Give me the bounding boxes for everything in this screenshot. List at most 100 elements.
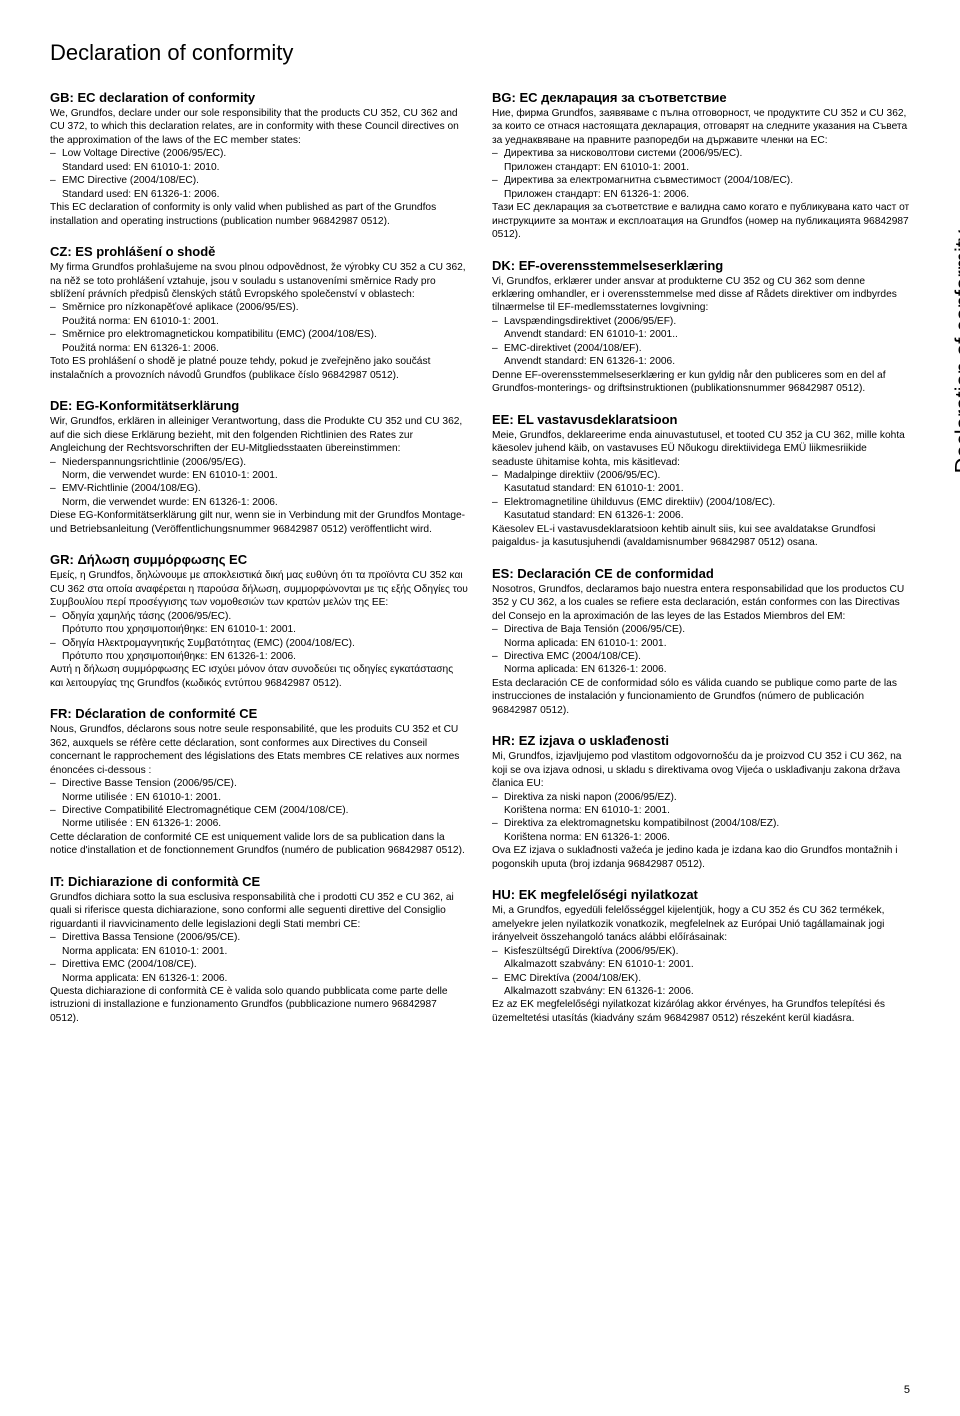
declaration-section: FR: Déclaration de conformité CENous, Gr… <box>50 706 468 858</box>
page-title: Declaration of conformity <box>50 40 910 66</box>
directive-standard: Norma aplicada: EN 61010-1: 2001. <box>492 637 910 650</box>
directive-standard: Alkalmazott szabvány: EN 61326-1: 2006. <box>492 985 910 998</box>
directive-item: Directiva de Baja Tensión (2006/95/CE). <box>492 623 910 636</box>
section-title: IT: Dichiarazione di conformità CE <box>50 874 468 889</box>
section-title: DE: EG-Konformitätserklärung <box>50 398 468 413</box>
section-outro: Cette déclaration de conformité CE est u… <box>50 831 468 858</box>
directive-list: Direttiva Bassa Tensione (2006/95/CE).No… <box>50 931 468 985</box>
section-intro: Wir, Grundfos, erklären in alleiniger Ve… <box>50 415 468 455</box>
section-body: Meie, Grundfos, deklareerime enda ainuva… <box>492 429 910 550</box>
section-intro: Εμείς, η Grundfos, δηλώνουμε με αποκλεισ… <box>50 569 468 609</box>
section-body: Wir, Grundfos, erklären in alleiniger Ve… <box>50 415 468 536</box>
declaration-section: GR: Δήλωση συμμόρφωσης EC Εμείς, η Grundf… <box>50 552 468 690</box>
section-outro: Тази ЕС декларация за съответствие е вал… <box>492 201 910 241</box>
section-title: DK: EF-overensstemmelseserklæring <box>492 258 910 273</box>
declaration-section: IT: Dichiarazione di conformità CE Grundf… <box>50 874 468 1026</box>
section-body: Grundfos dichiara sotto la sua esclusiva… <box>50 891 468 1026</box>
section-intro: My firma Grundfos prohlašujeme na svou p… <box>50 261 468 301</box>
directive-item: EMC Directive (2004/108/EC). <box>50 174 468 187</box>
section-title: ES: Declaración CE de conformidad <box>492 566 910 581</box>
section-intro: Grundfos dichiara sotto la sua esclusiva… <box>50 891 468 931</box>
declaration-section: BG: EC декларация за съответствие Ние, фи… <box>492 90 910 242</box>
section-intro: Nous, Grundfos, déclarons sous notre seu… <box>50 723 468 777</box>
directive-standard: Приложен стандарт: EN 61010-1: 2001. <box>492 161 910 174</box>
section-body: Mi, a Grundfos, egyedüli felelősséggel k… <box>492 904 910 1025</box>
directive-standard: Použitá norma: EN 61010-1: 2001. <box>50 315 468 328</box>
section-body: Nous, Grundfos, déclarons sous notre seu… <box>50 723 468 858</box>
left-column: GB: EC declaration of conformity We, Grun… <box>50 90 468 1041</box>
section-outro: Esta declaración CE de conformidad sólo … <box>492 677 910 717</box>
section-intro: Vi, Grundfos, erklærer under ansvar at p… <box>492 275 910 315</box>
directive-standard: Norm, die verwendet wurde: EN 61010-1: 2… <box>50 469 468 482</box>
directive-item: Директива за електромагнитна съвместимос… <box>492 174 910 187</box>
declaration-section: DK: EF-overensstemmelseserklæring Vi, Gru… <box>492 258 910 396</box>
directive-item: Niederspannungsrichtlinie (2006/95/EG). <box>50 456 468 469</box>
directive-item: Madalpinge direktiiv (2006/95/EC). <box>492 469 910 482</box>
directive-item: Οδηγία Ηλεκτρομαγνητικής Συμβατότητας (E… <box>50 637 468 650</box>
directive-standard: Norme utilisée : EN 61326-1: 2006. <box>50 817 468 830</box>
directive-standard: Alkalmazott szabvány: EN 61010-1: 2001. <box>492 958 910 971</box>
right-column: BG: EC декларация за съответствие Ние, фи… <box>492 90 910 1041</box>
section-title: GB: EC declaration of conformity <box>50 90 468 105</box>
directive-item: EMV-Richtlinie (2004/108/EG). <box>50 482 468 495</box>
directive-standard: Norm, die verwendet wurde: EN 61326-1: 2… <box>50 496 468 509</box>
section-intro: Nosotros, Grundfos, declaramos bajo nues… <box>492 583 910 623</box>
section-body: Ние, фирма Grundfos, заявяваме с пълна о… <box>492 107 910 242</box>
directive-list: Kisfeszültségű Direktíva (2006/95/EK).Al… <box>492 945 910 999</box>
directive-standard: Πρότυπο που χρησιμοποιήθηκε: EN 61326-1:… <box>50 650 468 663</box>
directive-standard: Standard used: EN 61326-1: 2006. <box>50 188 468 201</box>
directive-item: Lavspændingsdirektivet (2006/95/EF). <box>492 315 910 328</box>
section-intro: We, Grundfos, declare under our sole res… <box>50 107 468 147</box>
directive-standard: Norma aplicada: EN 61326-1: 2006. <box>492 663 910 676</box>
directive-list: Directiva de Baja Tensión (2006/95/CE).N… <box>492 623 910 677</box>
directive-standard: Norma applicata: EN 61010-1: 2001. <box>50 945 468 958</box>
section-title: CZ: ES prohlášení o shodě <box>50 244 468 259</box>
directive-item: Директива за нисковолтови системи (2006/… <box>492 147 910 160</box>
directive-standard: Norma applicata: EN 61326-1: 2006. <box>50 972 468 985</box>
section-title: BG: EC декларация за съответствие <box>492 90 910 105</box>
section-title: HU: EK megfelelőségi nyilatkozat <box>492 887 910 902</box>
directive-standard: Standard used: EN 61010-1: 2010. <box>50 161 468 174</box>
directive-item: Directiva EMC (2004/108/CE). <box>492 650 910 663</box>
declaration-section: HU: EK megfelelőségi nyilatkozat Mi, a Gr… <box>492 887 910 1025</box>
section-outro: Ez az EK megfelelőségi nyilatkozat kizár… <box>492 998 910 1025</box>
section-outro: Diese EG-Konformitätserklärung gilt nur,… <box>50 509 468 536</box>
section-intro: Mi, Grundfos, izjavljujemo pod vlastitom… <box>492 750 910 790</box>
directive-list: Madalpinge direktiiv (2006/95/EC).Kasuta… <box>492 469 910 523</box>
declaration-section: HR: EZ izjava o usklađenosti Mi, Grundfos… <box>492 733 910 871</box>
directive-standard: Πρότυπο που χρησιμοποιήθηκε: EN 61010-1:… <box>50 623 468 636</box>
directive-item: Směrnice pro elektromagnetickou kompatib… <box>50 328 468 341</box>
directive-item: Elektromagnetiline ühilduvus (EMC direkt… <box>492 496 910 509</box>
directive-item: Low Voltage Directive (2006/95/EC). <box>50 147 468 160</box>
declaration-section: GB: EC declaration of conformity We, Grun… <box>50 90 468 228</box>
directive-list: Οδηγία χαμηλής τάσης (2006/95/EC).Πρότυπ… <box>50 610 468 664</box>
section-body: Nosotros, Grundfos, declaramos bajo nues… <box>492 583 910 718</box>
section-outro: Ova EZ izjava o suklađnosti važeća je je… <box>492 844 910 871</box>
directive-standard: Anvendt standard: EN 61326-1: 2006. <box>492 355 910 368</box>
section-outro: Questa dichiarazione di conformità CE è … <box>50 985 468 1025</box>
section-title: HR: EZ izjava o usklađenosti <box>492 733 910 748</box>
directive-item: Direktiva za elektromagnetsku kompatibil… <box>492 817 910 830</box>
section-body: We, Grundfos, declare under our sole res… <box>50 107 468 228</box>
section-outro: This EC declaration of conformity is onl… <box>50 201 468 228</box>
directive-item: Directive Compatibilité Electromagnétiqu… <box>50 804 468 817</box>
directive-list: Low Voltage Directive (2006/95/EC).Stand… <box>50 147 468 201</box>
directive-item: Οδηγία χαμηλής τάσης (2006/95/EC). <box>50 610 468 623</box>
directive-standard: Norme utilisée : EN 61010-1: 2001. <box>50 791 468 804</box>
declaration-section: DE: EG-Konformitätserklärung Wir, Grundfo… <box>50 398 468 536</box>
directive-standard: Anvendt standard: EN 61010-1: 2001.. <box>492 328 910 341</box>
section-intro: Ние, фирма Grundfos, заявяваме с пълна о… <box>492 107 910 147</box>
page-number: 5 <box>904 1384 910 1396</box>
directive-list: Directive Basse Tension (2006/95/CE).Nor… <box>50 777 468 831</box>
section-intro: Mi, a Grundfos, egyedüli felelősséggel k… <box>492 904 910 944</box>
directive-standard: Приложен стандарт: EN 61326-1: 2006. <box>492 188 910 201</box>
directive-item: Direktiva za niski napon (2006/95/EZ). <box>492 791 910 804</box>
declaration-section: ES: Declaración CE de conformidad Nosotro… <box>492 566 910 718</box>
section-title: GR: Δήλωση συμμόρφωσης EC <box>50 552 468 567</box>
declaration-section: CZ: ES prohlášení o shodě My firma Grundf… <box>50 244 468 382</box>
section-body: Mi, Grundfos, izjavljujemo pod vlastitom… <box>492 750 910 871</box>
directive-item: Směrnice pro nízkonapěťové aplikace (200… <box>50 301 468 314</box>
directive-standard: Korištena norma: EN 61010-1: 2001. <box>492 804 910 817</box>
directive-standard: Korištena norma: EN 61326-1: 2006. <box>492 831 910 844</box>
section-body: Εμείς, η Grundfos, δηλώνουμε με αποκλεισ… <box>50 569 468 690</box>
